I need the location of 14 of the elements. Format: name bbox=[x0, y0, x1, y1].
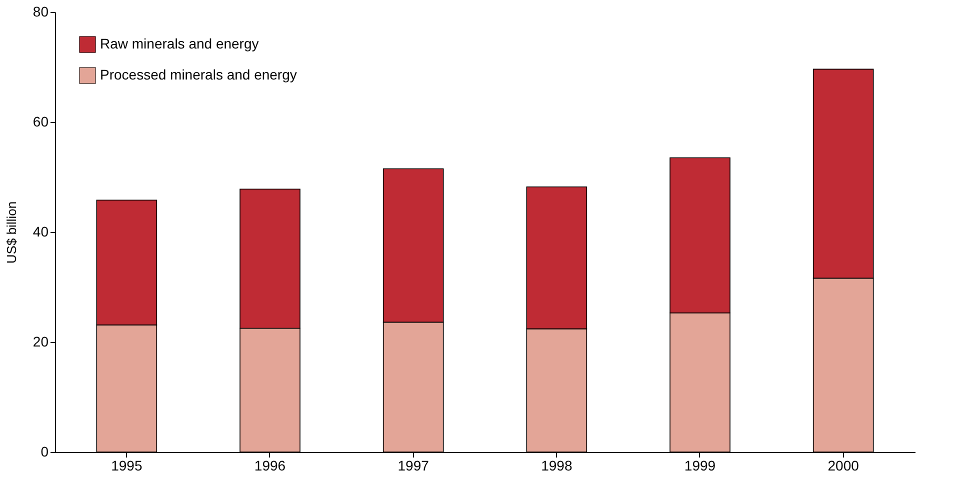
x-tick-label: 1996 bbox=[254, 458, 286, 474]
y-tick-label: 0 bbox=[40, 444, 49, 460]
y-axis-title: US$ billion bbox=[4, 201, 19, 264]
x-tick-label: 2000 bbox=[828, 458, 860, 474]
legend-label: Raw minerals and energy bbox=[100, 36, 259, 52]
x-tick-label: 1995 bbox=[111, 458, 142, 474]
y-tick-label: 40 bbox=[32, 224, 49, 240]
legend-label: Processed minerals and energy bbox=[100, 66, 297, 82]
y-tick-label: 60 bbox=[32, 114, 49, 130]
x-tick-label: 1997 bbox=[398, 458, 430, 474]
y-tick-label: 80 bbox=[32, 4, 49, 20]
y-tick-label: 20 bbox=[32, 334, 49, 350]
x-tick-label: 1998 bbox=[541, 458, 572, 474]
x-tick-label: 1999 bbox=[684, 458, 716, 474]
